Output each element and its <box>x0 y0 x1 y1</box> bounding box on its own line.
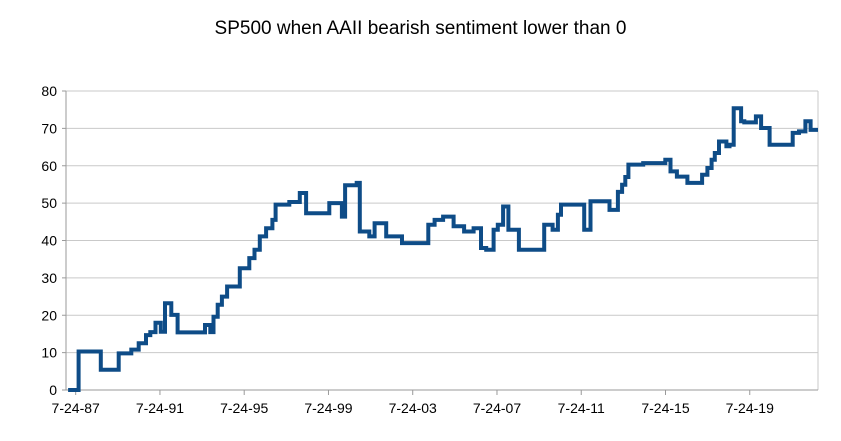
y-tick-label: 80 <box>41 83 57 99</box>
y-tick-label: 30 <box>41 270 57 286</box>
sp500-step-line <box>68 106 818 392</box>
chart-title: SP500 when AAII bearish sentiment lower … <box>214 18 627 39</box>
y-tick-label: 10 <box>41 345 57 361</box>
x-tick-label: 7-24-87 <box>52 400 100 416</box>
y-tick-label: 0 <box>49 382 57 398</box>
y-tick-label: 20 <box>41 307 57 323</box>
y-tick-label: 40 <box>41 233 57 249</box>
x-tick-label: 7-24-19 <box>726 400 774 416</box>
x-tick-label: 7-24-11 <box>558 400 605 416</box>
x-tick-label: 7-24-15 <box>641 400 689 416</box>
y-tick-label: 60 <box>41 158 57 174</box>
x-tick-label: 7-24-95 <box>220 400 268 416</box>
x-tick-label: 7-24-99 <box>304 400 352 416</box>
y-tick-label: 70 <box>41 120 57 136</box>
x-tick-label: 7-24-03 <box>389 400 437 416</box>
y-tick-label: 50 <box>41 195 57 211</box>
x-tick-label: 7-24-07 <box>473 400 521 416</box>
x-tick-label: 7-24-91 <box>136 400 184 416</box>
